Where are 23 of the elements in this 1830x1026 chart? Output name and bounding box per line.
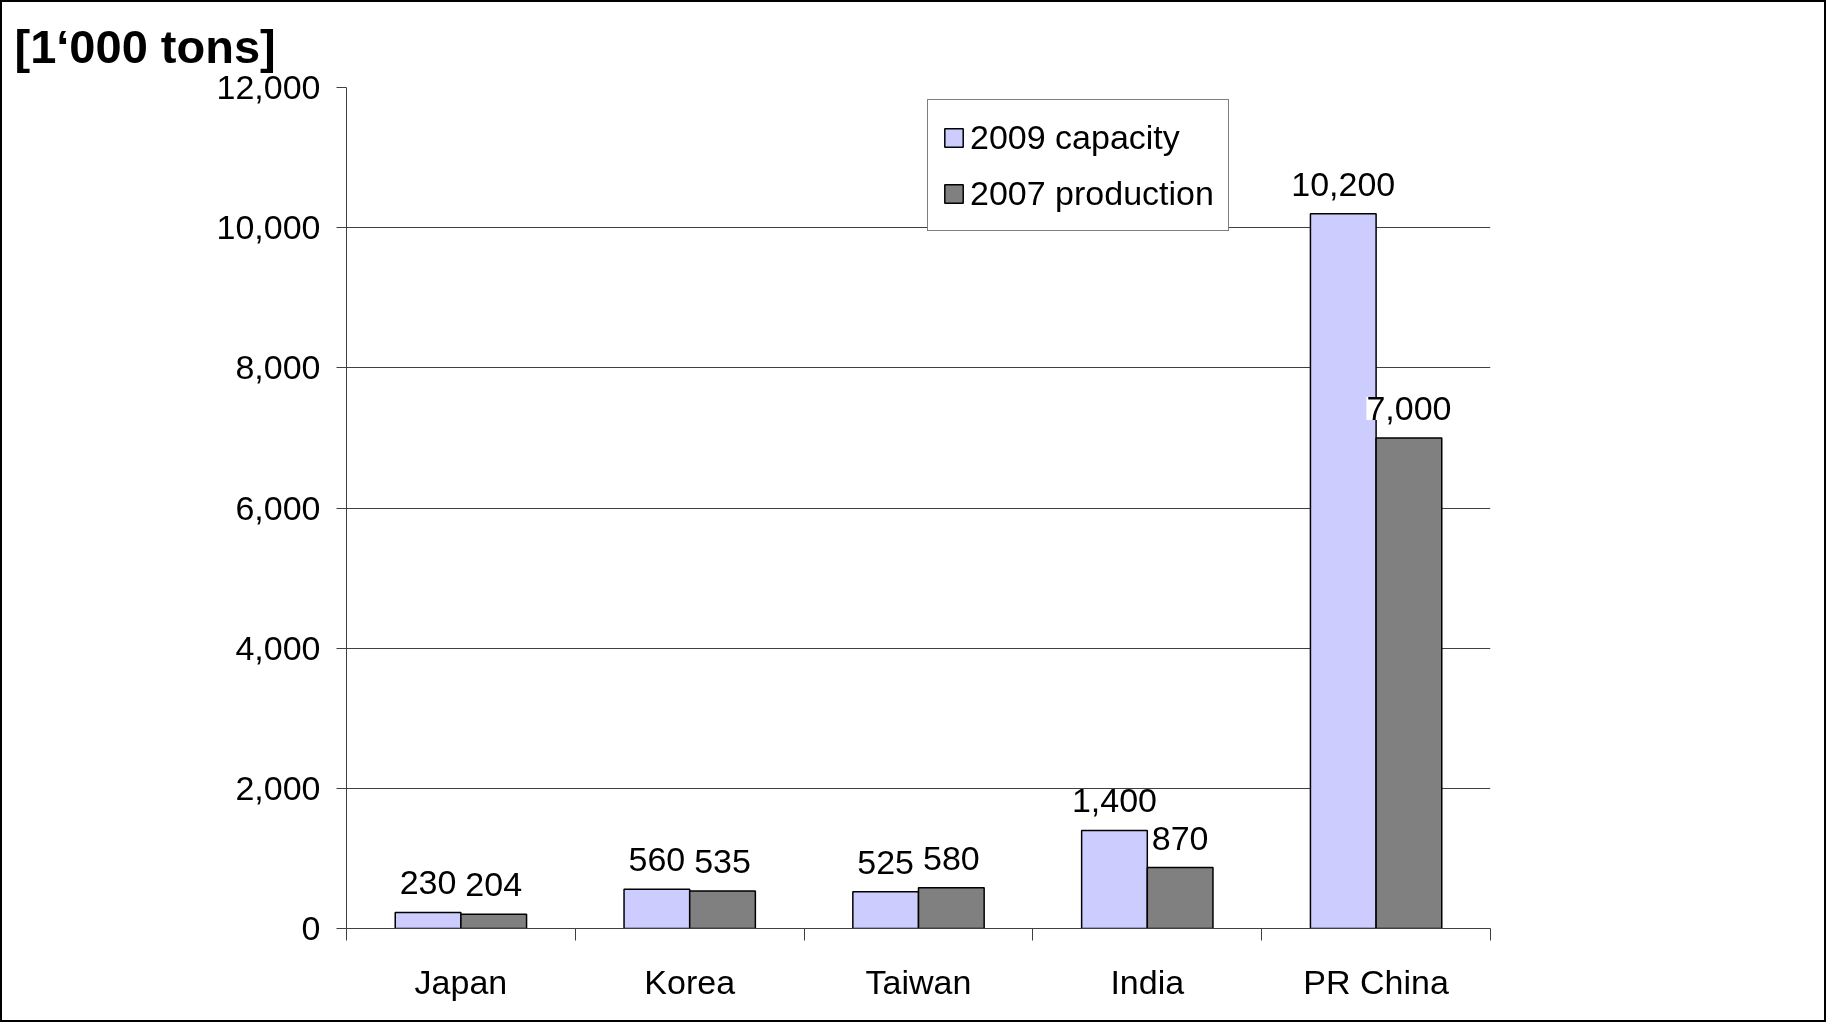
data-label: 1,400 [1071,781,1158,820]
x-tick-label: Taiwan [865,962,972,1001]
data-label: 10,200 [1291,164,1396,203]
data-label: 7,000 [1366,388,1452,427]
x-tick-label: Korea [644,962,736,1001]
x-tick-label: India [1110,962,1185,1001]
y-tick-label: 2,000 [235,768,321,807]
legend-label: 2009 capacity [970,116,1180,158]
data-label: 870 [1151,818,1209,857]
y-tick-label: 6,000 [235,488,321,527]
y-tick-label: 0 [301,909,321,947]
y-tick-label: 4,000 [235,628,321,667]
data-label: 535 [694,842,751,881]
data-label: 204 [465,865,523,904]
data-label: 580 [922,838,980,877]
y-tick-label: 8,000 [235,348,321,387]
x-tick-label: PR China [1303,962,1449,1001]
y-tick-label: 10,000 [216,208,321,247]
x-tick-label: Japan [414,962,508,1001]
legend-label: 2007 production [970,172,1214,214]
data-label: 560 [628,840,686,879]
data-label: 230 [399,863,457,902]
data-label: 525 [857,842,915,881]
